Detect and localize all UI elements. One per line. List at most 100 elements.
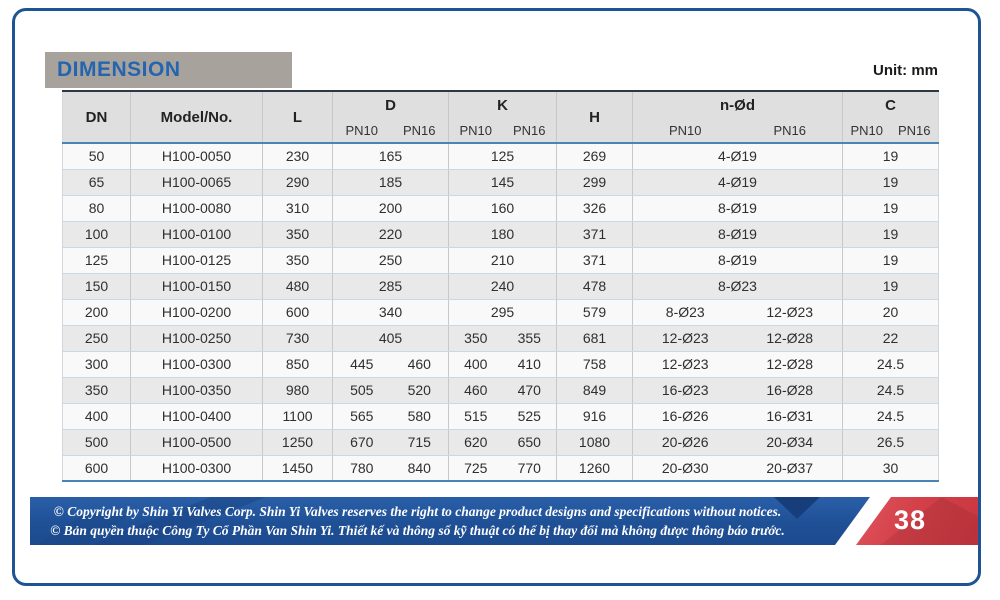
table-cell: 8-Ø23 — [632, 273, 843, 300]
subheader-nd-pn16: PN16 — [773, 123, 807, 138]
page-number-badge: 38 — [856, 497, 978, 545]
table-cell: 371 — [556, 247, 633, 274]
table-cell: 19 — [842, 221, 939, 248]
table-cell: 350 — [448, 325, 503, 352]
table-cell: 525 — [502, 403, 557, 430]
table-cell: 371 — [556, 221, 633, 248]
table-cell: 505 — [332, 377, 391, 404]
table-cell: 478 — [556, 273, 633, 300]
unit-label: Unit: mm — [873, 62, 938, 79]
table-cell: 50 — [62, 143, 131, 170]
table-body: 50 H100-0050 230 165 125 269 4-Ø19 19 65 H100-006… — [62, 143, 939, 482]
table-cell: 980 — [262, 377, 333, 404]
table-cell: 470 — [502, 377, 557, 404]
page-number: 38 — [894, 504, 927, 535]
table-cell: 770 — [502, 455, 557, 482]
table-cell: 405 — [332, 325, 449, 352]
table-cell: H100-0200 — [130, 299, 263, 326]
table-cell: 460 — [448, 377, 503, 404]
table-cell: 400 — [62, 403, 131, 430]
table-cell: 210 — [448, 247, 557, 274]
table-row: 500 H100-0500 1250 670 715 620 650 1080 20-Ø26 20… — [62, 429, 939, 456]
table-cell: 520 — [390, 377, 449, 404]
table-cell: 340 — [332, 299, 449, 326]
subheader-c-pn16: PN16 — [897, 123, 931, 138]
table-cell: 22 — [842, 325, 939, 352]
table-cell: 290 — [262, 169, 333, 196]
table-cell: 250 — [62, 325, 131, 352]
table-cell: 295 — [448, 299, 557, 326]
table-cell: 26.5 — [842, 429, 939, 456]
table-cell: H100-0500 — [130, 429, 263, 456]
footer-band: © Copyright by Shin Yi Valves Corp. Shin… — [30, 497, 978, 545]
table-cell: 600 — [62, 455, 131, 482]
table-cell: 16-Ø28 — [737, 377, 843, 404]
table-row: 100 H100-0100 350 220 180 371 8-Ø19 19 — [62, 221, 939, 248]
table-cell: 20 — [842, 299, 939, 326]
subheader-k-pn16: PN16 — [512, 123, 546, 138]
table-cell: 16-Ø31 — [737, 403, 843, 430]
table-row: 350 H100-0350 980 505 520 460 470 849 16-Ø23 16-Ø… — [62, 377, 939, 404]
table-cell: 145 — [448, 169, 557, 196]
table-cell: 8-Ø19 — [632, 247, 843, 274]
table-cell: 300 — [62, 351, 131, 378]
table-cell: 310 — [262, 195, 333, 222]
table-cell: 1450 — [262, 455, 333, 482]
col-header-k: K — [448, 91, 557, 119]
table-cell: 849 — [556, 377, 633, 404]
table-cell: 400 — [448, 351, 503, 378]
table-cell: H100-0080 — [130, 195, 263, 222]
col-header-model: Model/No. — [130, 91, 263, 143]
table-cell: 299 — [556, 169, 633, 196]
table-cell: H100-0250 — [130, 325, 263, 352]
table-cell: 500 — [62, 429, 131, 456]
table-cell: 220 — [332, 221, 449, 248]
table-cell: 916 — [556, 403, 633, 430]
table-cell: 515 — [448, 403, 503, 430]
table-cell: 65 — [62, 169, 131, 196]
table-cell: 285 — [332, 273, 449, 300]
col-header-d: D — [332, 91, 449, 119]
table-cell: 185 — [332, 169, 449, 196]
copyright-line-vi: © Bản quyền thuộc Công Ty Cổ Phần Van Sh… — [50, 523, 785, 538]
table-cell: 355 — [502, 325, 557, 352]
col-header-c: C — [842, 91, 939, 119]
table-cell: H100-0100 — [130, 221, 263, 248]
dimension-table: DN Model/No. L D K H n-Ød C PN10 PN16 PN… — [62, 90, 939, 482]
table-cell: 1100 — [262, 403, 333, 430]
table-cell: 565 — [332, 403, 391, 430]
table-cell: 725 — [448, 455, 503, 482]
table-cell: 650 — [502, 429, 557, 456]
subheader-d-pn10: PN10 — [332, 119, 391, 143]
table-cell: H100-0300 — [130, 351, 263, 378]
table-cell: 24.5 — [842, 377, 939, 404]
table-cell: 24.5 — [842, 403, 939, 430]
table-row: 50 H100-0050 230 165 125 269 4-Ø19 19 — [62, 143, 939, 170]
table-cell: 350 — [262, 221, 333, 248]
table-cell: 20-Ø26 — [632, 429, 738, 456]
subheader-d-pn16: PN16 — [402, 123, 436, 138]
table-cell: H100-0300 — [130, 455, 263, 482]
col-header-h: H — [556, 91, 633, 143]
subheader-c-pn10: PN10 — [842, 119, 891, 143]
table-cell: 12-Ø28 — [737, 325, 843, 352]
table-cell: 12-Ø23 — [737, 299, 843, 326]
table-row: 300 H100-0300 850 445 460 400 410 758 12-Ø23 12-Ø… — [62, 351, 939, 378]
table-cell: 20-Ø30 — [632, 455, 738, 482]
subheader-nd-pn10: PN10 — [632, 119, 738, 143]
table-cell: 19 — [842, 169, 939, 196]
table-cell: H100-0400 — [130, 403, 263, 430]
table-cell: 30 — [842, 455, 939, 482]
table-cell: 758 — [556, 351, 633, 378]
table-cell: 1080 — [556, 429, 633, 456]
table-cell: 8-Ø19 — [632, 221, 843, 248]
table-cell: 579 — [556, 299, 633, 326]
table-row: 125 H100-0125 350 250 210 371 8-Ø19 19 — [62, 247, 939, 274]
table-cell: 730 — [262, 325, 333, 352]
table-cell: 850 — [262, 351, 333, 378]
table-cell: H100-0150 — [130, 273, 263, 300]
table-cell: 180 — [448, 221, 557, 248]
table-row: 200 H100-0200 600 340 295 579 8-Ø23 12-Ø23 20 — [62, 299, 939, 326]
table-cell: 460 — [390, 351, 449, 378]
table-cell: 165 — [332, 143, 449, 170]
